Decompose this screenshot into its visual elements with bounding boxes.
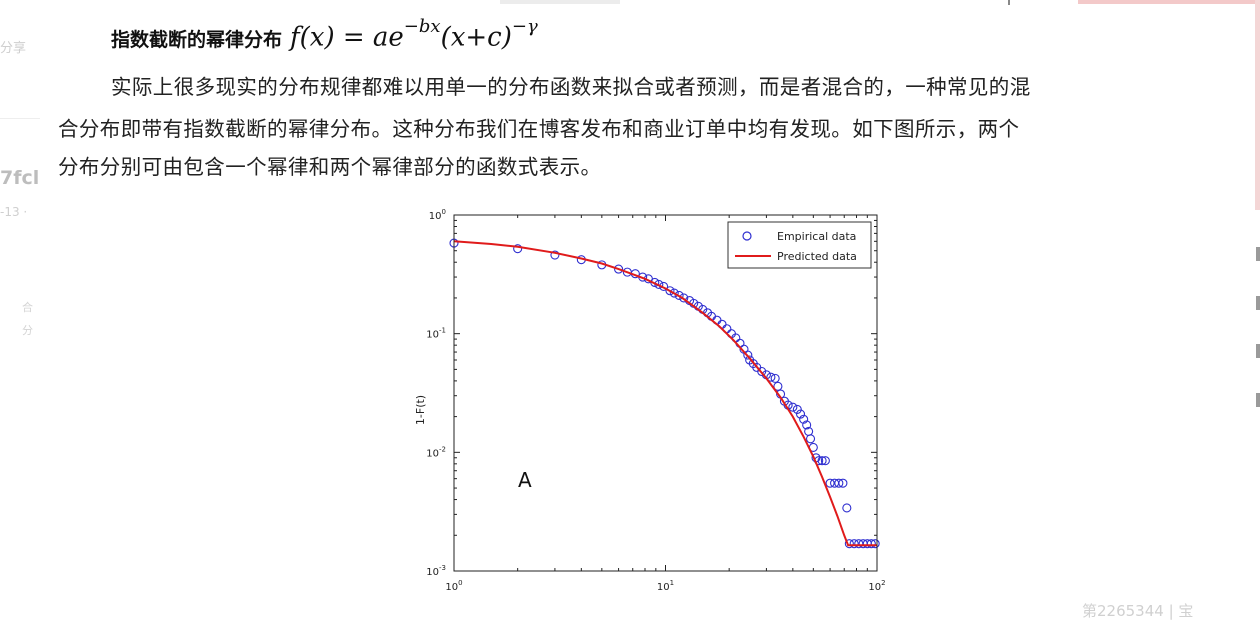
top-accent-strip — [1078, 0, 1260, 4]
panel-label: A — [518, 468, 532, 492]
x-tick-label: 102 — [868, 579, 885, 593]
formula-main: f(x) = ae — [290, 22, 404, 53]
empirical-data-point — [674, 290, 684, 300]
side-related-2[interactable]: 分 — [22, 324, 33, 337]
empirical-data-point — [788, 402, 798, 412]
paragraph-line-1: 实际上很多现实的分布规律都难以用单一的分布函数来拟合或者预测，而是者混合的，一种… — [111, 75, 1031, 99]
right-edge-mark-1 — [1256, 247, 1260, 261]
y-tick-label: 10-1 — [426, 327, 446, 341]
legend-marker-empirical — [742, 231, 752, 241]
section-heading: 指数截断的幂律分布 f(x) = ae−bx(x+c)−γ — [111, 16, 538, 64]
empirical-data-point — [665, 286, 675, 296]
empirical-data-point — [550, 250, 560, 260]
survival-chart: 100 101 102 100 10-1 10-2 10-3 Empirical data … — [400, 200, 900, 605]
empirical-data-point — [817, 456, 827, 466]
right-edge-mark-4 — [1256, 393, 1260, 407]
empirical-data-point — [838, 478, 848, 488]
empirical-data-point — [825, 478, 835, 488]
side-related-1[interactable]: 合 — [22, 301, 33, 314]
axes-frame — [453, 214, 878, 572]
empirical-data-point — [849, 539, 859, 549]
legend-label-empirical: Empirical data — [777, 230, 856, 243]
empirical-data-point — [679, 293, 689, 303]
predicted-data-line — [453, 240, 877, 547]
empirical-data-point — [866, 539, 876, 549]
top-ghost-bar — [500, 0, 620, 4]
empirical-data-point — [773, 381, 783, 391]
formula-mid: (x+c) — [440, 22, 512, 53]
empirical-data-point — [802, 420, 812, 430]
side-date-text: -13 · — [0, 205, 28, 219]
heading-text: 指数截断的幂律分布 — [111, 28, 283, 51]
empirical-data-point — [805, 434, 816, 444]
paragraph-line-3: 分布分别可由包含一个幂律和两个幂律部分的函数式表示。 — [58, 155, 602, 179]
x-tick-label: 100 — [445, 579, 462, 593]
bottom-fragment-text: 第2265344 | 宝 — [1082, 602, 1194, 620]
empirical-data-point — [669, 288, 679, 298]
legend-box — [727, 221, 872, 269]
chart-legend: Empirical data Predicted data — [727, 221, 872, 269]
side-divider — [0, 118, 40, 119]
empirical-data-point — [834, 478, 844, 488]
empirical-data-point — [513, 244, 523, 254]
empirical-data-point — [614, 264, 624, 274]
empirical-data-point — [870, 539, 880, 549]
y-tick-label: 10-3 — [426, 564, 446, 578]
right-edge-mark-3 — [1256, 344, 1260, 358]
x-tick-label: 101 — [657, 579, 674, 593]
paragraph-line-2: 合分布即带有指数截断的幂律分布。这种分布我们在博客发布和商业订单中均有发现。如下… — [58, 117, 1020, 141]
side-share-link[interactable]: 分享 — [0, 41, 27, 56]
right-accent-strip — [1255, 0, 1260, 210]
y-tick-label: 100 — [429, 208, 446, 222]
empirical-data-point — [766, 372, 776, 382]
empirical-data-point — [820, 456, 830, 466]
empirical-data-point — [792, 404, 802, 414]
formula: f(x) = ae−bx(x+c)−γ — [290, 16, 538, 53]
top-marker — [1008, 0, 1010, 5]
y-tick-label: 10-2 — [426, 445, 446, 459]
legend-label-predicted: Predicted data — [777, 250, 857, 263]
empirical-data-point — [757, 366, 767, 377]
empirical-data-point — [842, 503, 852, 513]
empirical-data-point — [795, 409, 806, 419]
empirical-data-point — [854, 539, 864, 549]
empirical-data-point — [743, 350, 753, 360]
y-axis-label: 1-F(t) — [414, 395, 427, 425]
empirical-data-point — [844, 539, 854, 549]
empirical-data-point — [799, 414, 809, 424]
right-edge-mark-2 — [1256, 296, 1260, 310]
empirical-data-point — [770, 373, 780, 383]
formula-exp-1: −bx — [403, 16, 441, 37]
formula-exp-2: −γ — [511, 16, 538, 37]
side-hash-text: 7fcl — [0, 167, 40, 189]
